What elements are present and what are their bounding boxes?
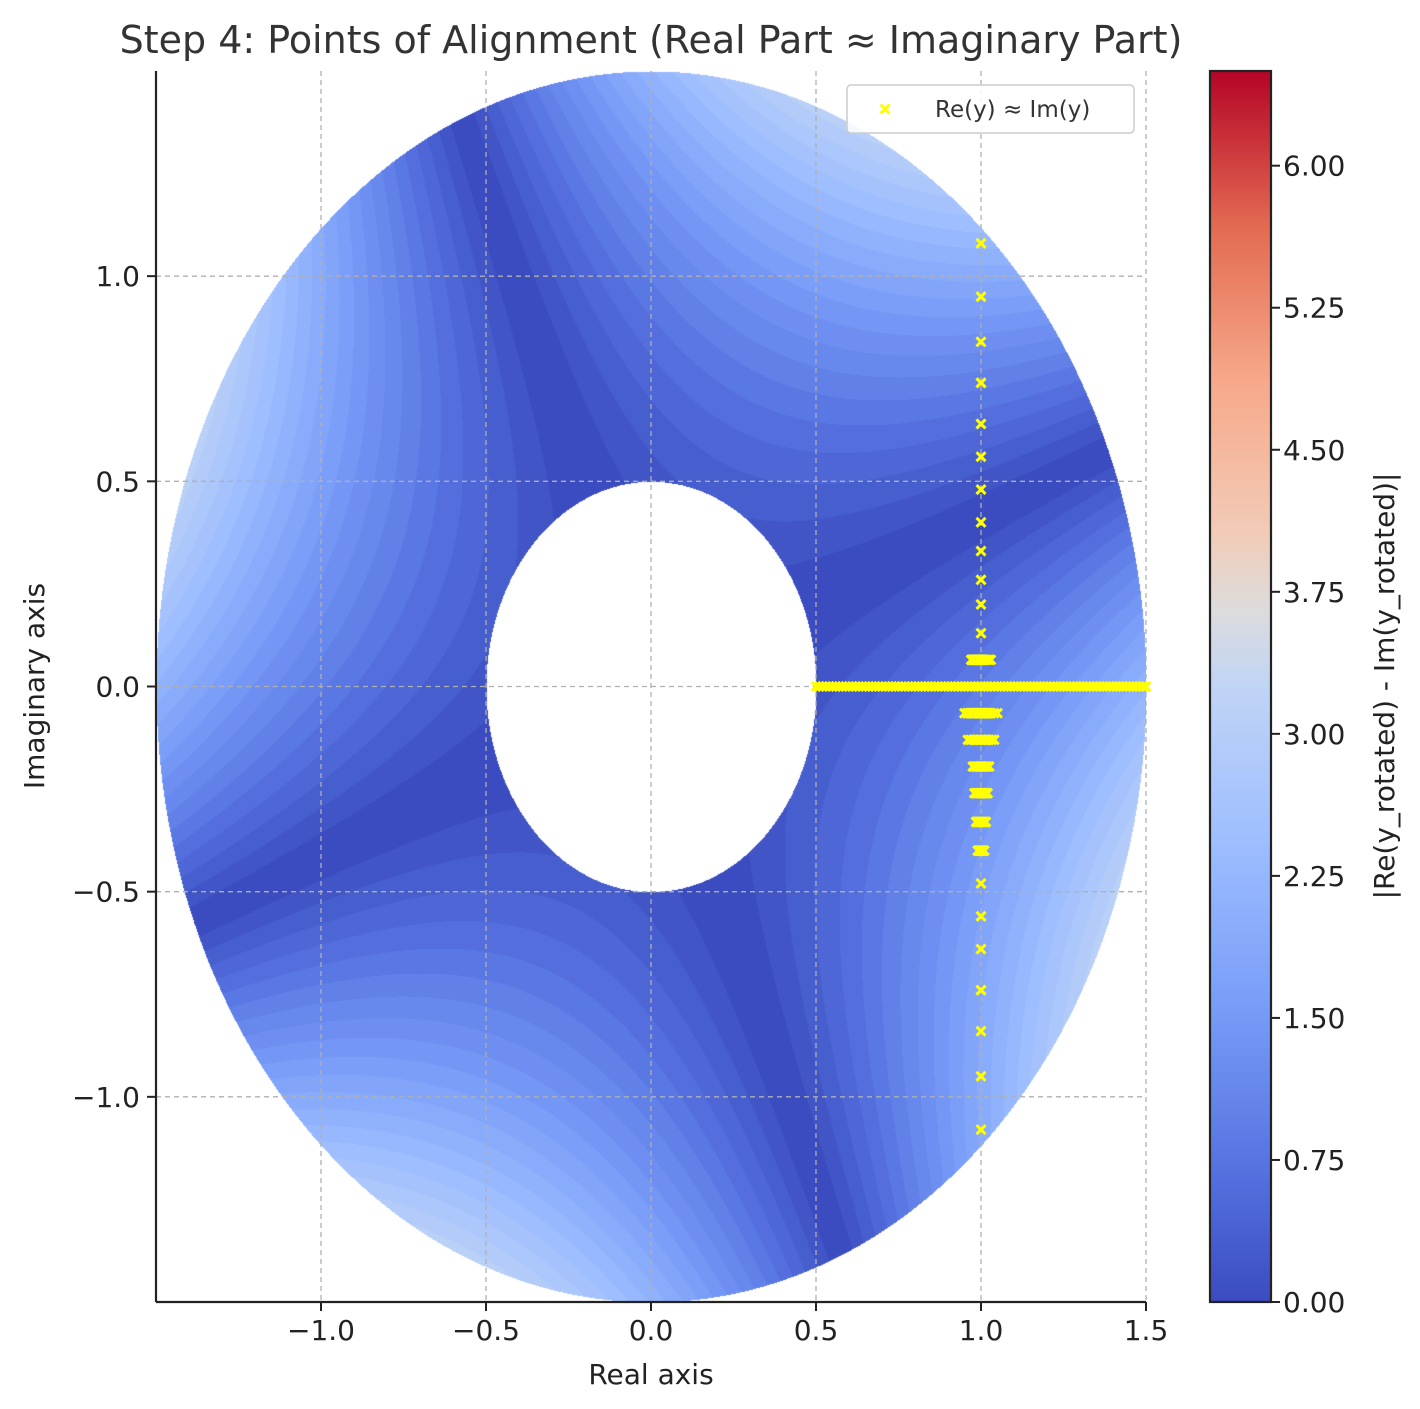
legend-marker-x (879, 103, 891, 115)
alignment-point (975, 237, 987, 249)
alignment-point (975, 1124, 987, 1136)
alignment-point (983, 654, 995, 666)
alignment-point (975, 545, 987, 557)
alignment-point (975, 1025, 987, 1037)
alignment-point (975, 377, 987, 389)
alignment-point (985, 707, 997, 719)
y-tick-label: 0.0 (95, 671, 140, 704)
legend-box (846, 84, 1135, 134)
x-axis-label: Real axis (588, 1358, 713, 1391)
alignment-point (983, 734, 995, 746)
y-tick-label: −1.0 (72, 1081, 140, 1114)
legend: Re(y) ≈ Im(y) (846, 84, 1135, 134)
alignment-point (975, 598, 987, 610)
alignment-point (975, 336, 987, 348)
x-tick-label: 1.5 (1124, 1314, 1169, 1347)
colorbar-ticks: 0.00 0.75 1.50 2.25 3.00 3.75 4.50 5.25 6.00 (1271, 150, 1345, 1319)
alignment-point (975, 627, 987, 639)
x-ticks: −1.0 −0.5 0.0 0.5 1.0 1.5 (287, 1302, 1168, 1347)
y-tick-label: 1.0 (95, 260, 140, 293)
alignment-point (975, 483, 987, 496)
alignment-point (975, 451, 987, 463)
y-axis-label: Imaginary axis (18, 583, 51, 789)
alignment-point (985, 734, 998, 746)
x-tick-label: −0.5 (452, 1314, 520, 1347)
legend-label: Re(y) ≈ Im(y) (935, 97, 1090, 123)
colorbar-tick-label: 3.75 (1283, 576, 1345, 609)
legend-marker (879, 103, 891, 115)
alignment-point (975, 418, 987, 430)
alignment-point (975, 943, 987, 955)
alignment-point (975, 910, 987, 922)
alignment-point (980, 787, 992, 799)
alignment-point (975, 877, 987, 890)
alignment-point (988, 707, 1000, 719)
colorbar-bar (1208, 69, 1273, 1304)
colorbar-tick-label: 1.50 (1283, 1002, 1345, 1035)
x-tick-label: 1.0 (959, 1314, 1004, 1347)
colorbar-tick-label: 0.00 (1283, 1286, 1345, 1319)
alignment-point (1137, 680, 1149, 693)
alignment-point (978, 845, 990, 857)
alignment-point (1140, 680, 1152, 693)
alignment-point (975, 984, 987, 996)
alignment-point (975, 574, 987, 586)
colorbar: 0.00 0.75 1.50 2.25 3.00 3.75 4.50 5.25 6.00 |Re… (1208, 69, 1401, 1319)
y-tick-label: −0.5 (72, 876, 140, 909)
colorbar-tick-label: 6.00 (1283, 150, 1345, 183)
alignment-points (810, 237, 1152, 1136)
alignment-point (975, 1070, 987, 1082)
x-tick-label: −1.0 (287, 1314, 355, 1347)
colorbar-tick-label: 2.25 (1283, 860, 1345, 893)
alignment-point (979, 816, 991, 828)
colorbar-label: |Re(y_rotated) - Im(y_rotated)| (1368, 473, 1401, 900)
x-tick-label: 0.5 (794, 1314, 839, 1347)
colorbar-tick-label: 5.25 (1283, 292, 1345, 325)
alignment-point (975, 291, 987, 303)
colorbar-tick-label: 3.00 (1283, 718, 1345, 751)
colorbar-tick-label: 0.75 (1283, 1144, 1345, 1177)
alignment-point (982, 760, 994, 773)
alignment-point (975, 516, 987, 528)
y-tick-label: 0.5 (95, 465, 140, 498)
alignment-point (975, 680, 987, 693)
x-tick-label: 0.0 (629, 1314, 674, 1347)
y-ticks: 1.0 0.5 0.0 −0.5 −1.0 (72, 260, 156, 1114)
chart-title: Step 4: Points of Alignment (Real Part ≈… (120, 18, 1183, 62)
colorbar-tick-label: 4.50 (1283, 434, 1345, 467)
